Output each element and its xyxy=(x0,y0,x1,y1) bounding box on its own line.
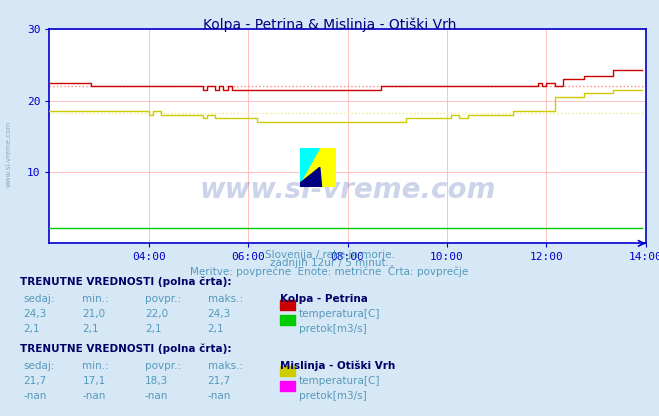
Text: 22,0: 22,0 xyxy=(145,309,168,319)
Text: maks.:: maks.: xyxy=(208,294,243,304)
Text: 17,1: 17,1 xyxy=(82,376,105,386)
Text: 24,3: 24,3 xyxy=(23,309,46,319)
Text: temperatura[C]: temperatura[C] xyxy=(299,309,380,319)
Text: Mislinja - Otiški Vrh: Mislinja - Otiški Vrh xyxy=(280,361,395,371)
Text: 2,1: 2,1 xyxy=(145,324,161,334)
Polygon shape xyxy=(300,148,336,187)
Text: Kolpa - Petrina & Mislinja - Otiški Vrh: Kolpa - Petrina & Mislinja - Otiški Vrh xyxy=(203,17,456,32)
Text: Kolpa - Petrina: Kolpa - Petrina xyxy=(280,294,368,304)
Text: 21,7: 21,7 xyxy=(23,376,46,386)
Text: Slovenija / reke in morje.: Slovenija / reke in morje. xyxy=(264,250,395,260)
Text: povpr.:: povpr.: xyxy=(145,361,181,371)
Text: www.si-vreme.com: www.si-vreme.com xyxy=(5,121,12,187)
Text: sedaj:: sedaj: xyxy=(23,361,55,371)
Text: TRENUTNE VREDNOSTI (polna črta):: TRENUTNE VREDNOSTI (polna črta): xyxy=(20,277,231,287)
Text: TRENUTNE VREDNOSTI (polna črta):: TRENUTNE VREDNOSTI (polna črta): xyxy=(20,343,231,354)
Polygon shape xyxy=(300,167,320,187)
Polygon shape xyxy=(302,167,322,187)
Text: www.si-vreme.com: www.si-vreme.com xyxy=(200,176,496,204)
Text: zadnjih 12ur / 5 minut.: zadnjih 12ur / 5 minut. xyxy=(270,258,389,267)
Text: povpr.:: povpr.: xyxy=(145,294,181,304)
Text: 2,1: 2,1 xyxy=(208,324,224,334)
Text: -nan: -nan xyxy=(208,391,231,401)
Text: -nan: -nan xyxy=(145,391,168,401)
Text: 2,1: 2,1 xyxy=(23,324,40,334)
Text: maks.:: maks.: xyxy=(208,361,243,371)
Text: 18,3: 18,3 xyxy=(145,376,168,386)
Text: pretok[m3/s]: pretok[m3/s] xyxy=(299,391,366,401)
Text: -nan: -nan xyxy=(23,391,46,401)
Text: min.:: min.: xyxy=(82,361,109,371)
Text: pretok[m3/s]: pretok[m3/s] xyxy=(299,324,366,334)
Text: temperatura[C]: temperatura[C] xyxy=(299,376,380,386)
Text: 21,7: 21,7 xyxy=(208,376,231,386)
Text: 21,0: 21,0 xyxy=(82,309,105,319)
Text: Meritve: povprečne  Enote: metrične  Črta: povprečje: Meritve: povprečne Enote: metrične Črta:… xyxy=(190,265,469,277)
Text: -nan: -nan xyxy=(82,391,105,401)
Text: 24,3: 24,3 xyxy=(208,309,231,319)
Polygon shape xyxy=(300,148,320,183)
Text: sedaj:: sedaj: xyxy=(23,294,55,304)
Text: 2,1: 2,1 xyxy=(82,324,99,334)
Text: min.:: min.: xyxy=(82,294,109,304)
